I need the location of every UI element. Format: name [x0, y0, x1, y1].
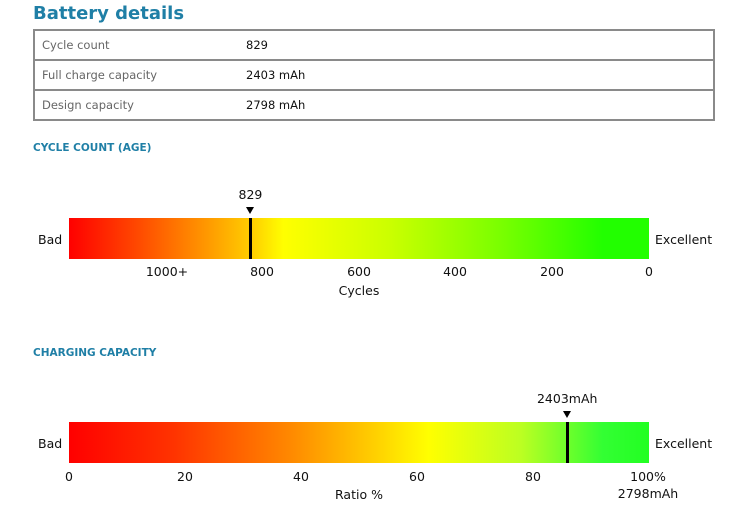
capacity-marker-line [565, 422, 569, 463]
capacity-tick-label: 60 [409, 469, 425, 484]
capacity-bad-label: Bad [38, 436, 63, 451]
table-row: Full charge capacity 2403 mAh [35, 59, 713, 89]
capacity-tick-label: 0 [65, 469, 73, 484]
table-row: Cycle count 829 [35, 31, 713, 59]
capacity-end-label: 2798mAh [617, 486, 679, 501]
full-charge-capacity-value: 2403 mAh [246, 68, 306, 82]
cycle-count-value: 829 [246, 38, 268, 52]
capacity-marker-label: 2403mAh [536, 391, 598, 406]
battery-info-table: Cycle count 829 Full charge capacity 240… [33, 29, 715, 121]
cycle-tick-label: 0 [645, 264, 653, 279]
cycle-axis-title: Cycles [338, 283, 380, 298]
capacity-tick-label: 20 [177, 469, 193, 484]
cycle-tick-label: 200 [540, 264, 564, 279]
charging-capacity-section-title: CHARGING CAPACITY [33, 347, 157, 359]
full-charge-capacity-label: Full charge capacity [42, 68, 158, 82]
capacity-tick-label: 80 [525, 469, 541, 484]
design-capacity-value: 2798 mAh [246, 98, 306, 112]
capacity-marker-arrow-icon [563, 411, 572, 418]
cycle-tick-label: 800 [250, 264, 274, 279]
design-capacity-label: Design capacity [42, 98, 134, 112]
capacity-excellent-label: Excellent [655, 436, 713, 451]
capacity-axis-title: Ratio % [335, 487, 383, 502]
cycle-bad-label: Bad [38, 232, 63, 247]
charging-capacity-gauge-bar [69, 422, 649, 463]
page-title: Battery details [33, 3, 185, 24]
cycle-excellent-label: Excellent [655, 232, 713, 247]
cycle-count-section-title: CYCLE COUNT (AGE) [33, 142, 152, 154]
cycle-count-label: Cycle count [42, 38, 110, 52]
cycle-marker-label: 829 [238, 187, 263, 202]
cycle-tick-label: 600 [347, 264, 371, 279]
cycle-marker-arrow-icon [246, 207, 255, 214]
cycle-tick-label: 400 [443, 264, 467, 279]
capacity-tick-label: 100% [630, 469, 666, 484]
cycle-count-gauge-bar [69, 218, 649, 259]
cycle-tick-label: 1000+ [145, 264, 189, 279]
cycle-marker-line [248, 218, 252, 259]
capacity-tick-label: 40 [293, 469, 309, 484]
table-row: Design capacity 2798 mAh [35, 89, 713, 119]
